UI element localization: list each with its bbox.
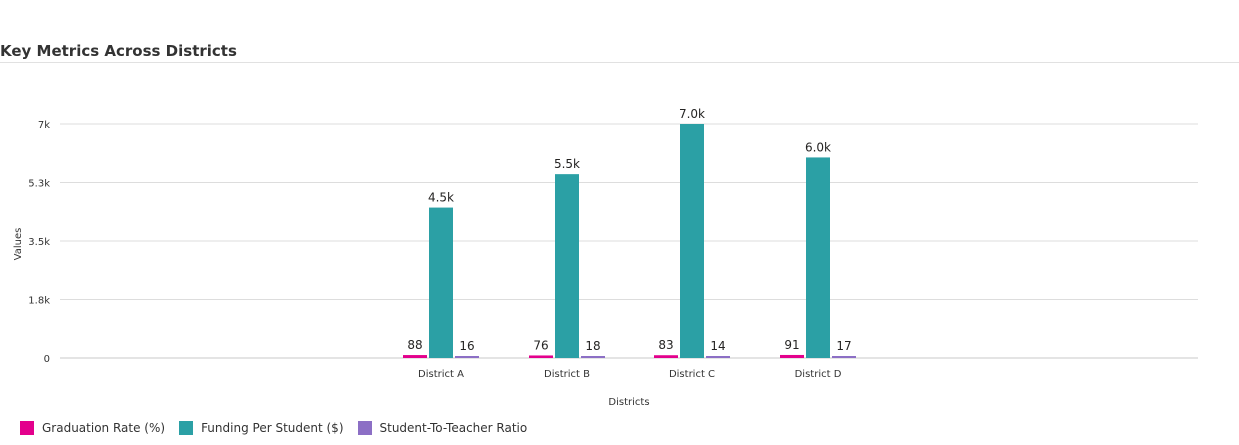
x-tick-label: District C (669, 369, 715, 380)
gridlines (60, 123, 1198, 359)
x-axis-ticks: District A District B District C District D (418, 369, 842, 380)
data-label: 7.0k (679, 107, 705, 121)
bar[interactable] (555, 174, 579, 358)
y-tick-label: 3.5k (28, 237, 50, 248)
bar[interactable] (403, 355, 427, 358)
bar[interactable] (429, 207, 453, 358)
bar-chart: 0 1.8k 3.5k 5.3k 7k 88 4.5k 16 76 5.5k 18 83 7.0k 14… (13, 107, 1198, 408)
legend-swatch (20, 421, 34, 435)
data-label: 16 (459, 339, 474, 353)
y-tick-label: 0 (44, 354, 50, 365)
bar[interactable] (832, 356, 856, 358)
data-label: 6.0k (805, 140, 831, 154)
data-labels: 88 4.5k 16 76 5.5k 18 83 7.0k 14 91 6.0k 17 (407, 107, 851, 353)
x-tick-label: District D (795, 369, 842, 380)
bar[interactable] (529, 355, 553, 358)
x-tick-label: District B (544, 369, 590, 380)
data-label: 91 (784, 338, 799, 352)
data-label: 76 (533, 338, 548, 352)
data-label: 18 (585, 339, 600, 353)
legend-item-student-teacher-ratio[interactable]: Student-To-Teacher Ratio (357, 421, 528, 435)
chart-title: Key Metrics Across Districts (0, 42, 237, 60)
legend: Graduation Rate (%) Funding Per Student … (20, 421, 541, 435)
data-label: 83 (658, 338, 673, 352)
y-axis-title: Values (13, 228, 24, 261)
legend-label: Funding Per Student ($) (201, 421, 344, 435)
title-divider (0, 62, 1239, 63)
bar[interactable] (806, 157, 830, 358)
bar[interactable] (581, 356, 605, 358)
data-label: 5.5k (554, 157, 580, 171)
bar[interactable] (455, 356, 479, 358)
bar[interactable] (654, 355, 678, 358)
bar[interactable] (780, 354, 804, 358)
data-label: 17 (836, 339, 851, 353)
legend-swatch (179, 421, 194, 435)
data-label: 4.5k (428, 191, 454, 205)
legend-label: Graduation Rate (%) (42, 421, 166, 435)
bars (403, 124, 856, 358)
x-axis-title: Districts (608, 397, 649, 408)
y-axis-ticks: 0 1.8k 3.5k 5.3k 7k (28, 120, 50, 365)
y-tick-label: 1.8k (28, 296, 50, 307)
data-label: 88 (407, 338, 422, 352)
y-tick-label: 5.3k (28, 179, 50, 190)
legend-swatch (357, 421, 372, 435)
data-label: 14 (710, 339, 725, 353)
y-tick-label: 7k (38, 120, 50, 131)
legend-label: Student-To-Teacher Ratio (379, 421, 528, 435)
x-tick-label: District A (418, 369, 464, 380)
legend-item-funding-per-student[interactable]: Funding Per Student ($) (179, 421, 344, 435)
bar[interactable] (706, 356, 730, 358)
bar[interactable] (680, 124, 704, 358)
legend-item-graduation-rate[interactable]: Graduation Rate (%) (20, 421, 165, 435)
